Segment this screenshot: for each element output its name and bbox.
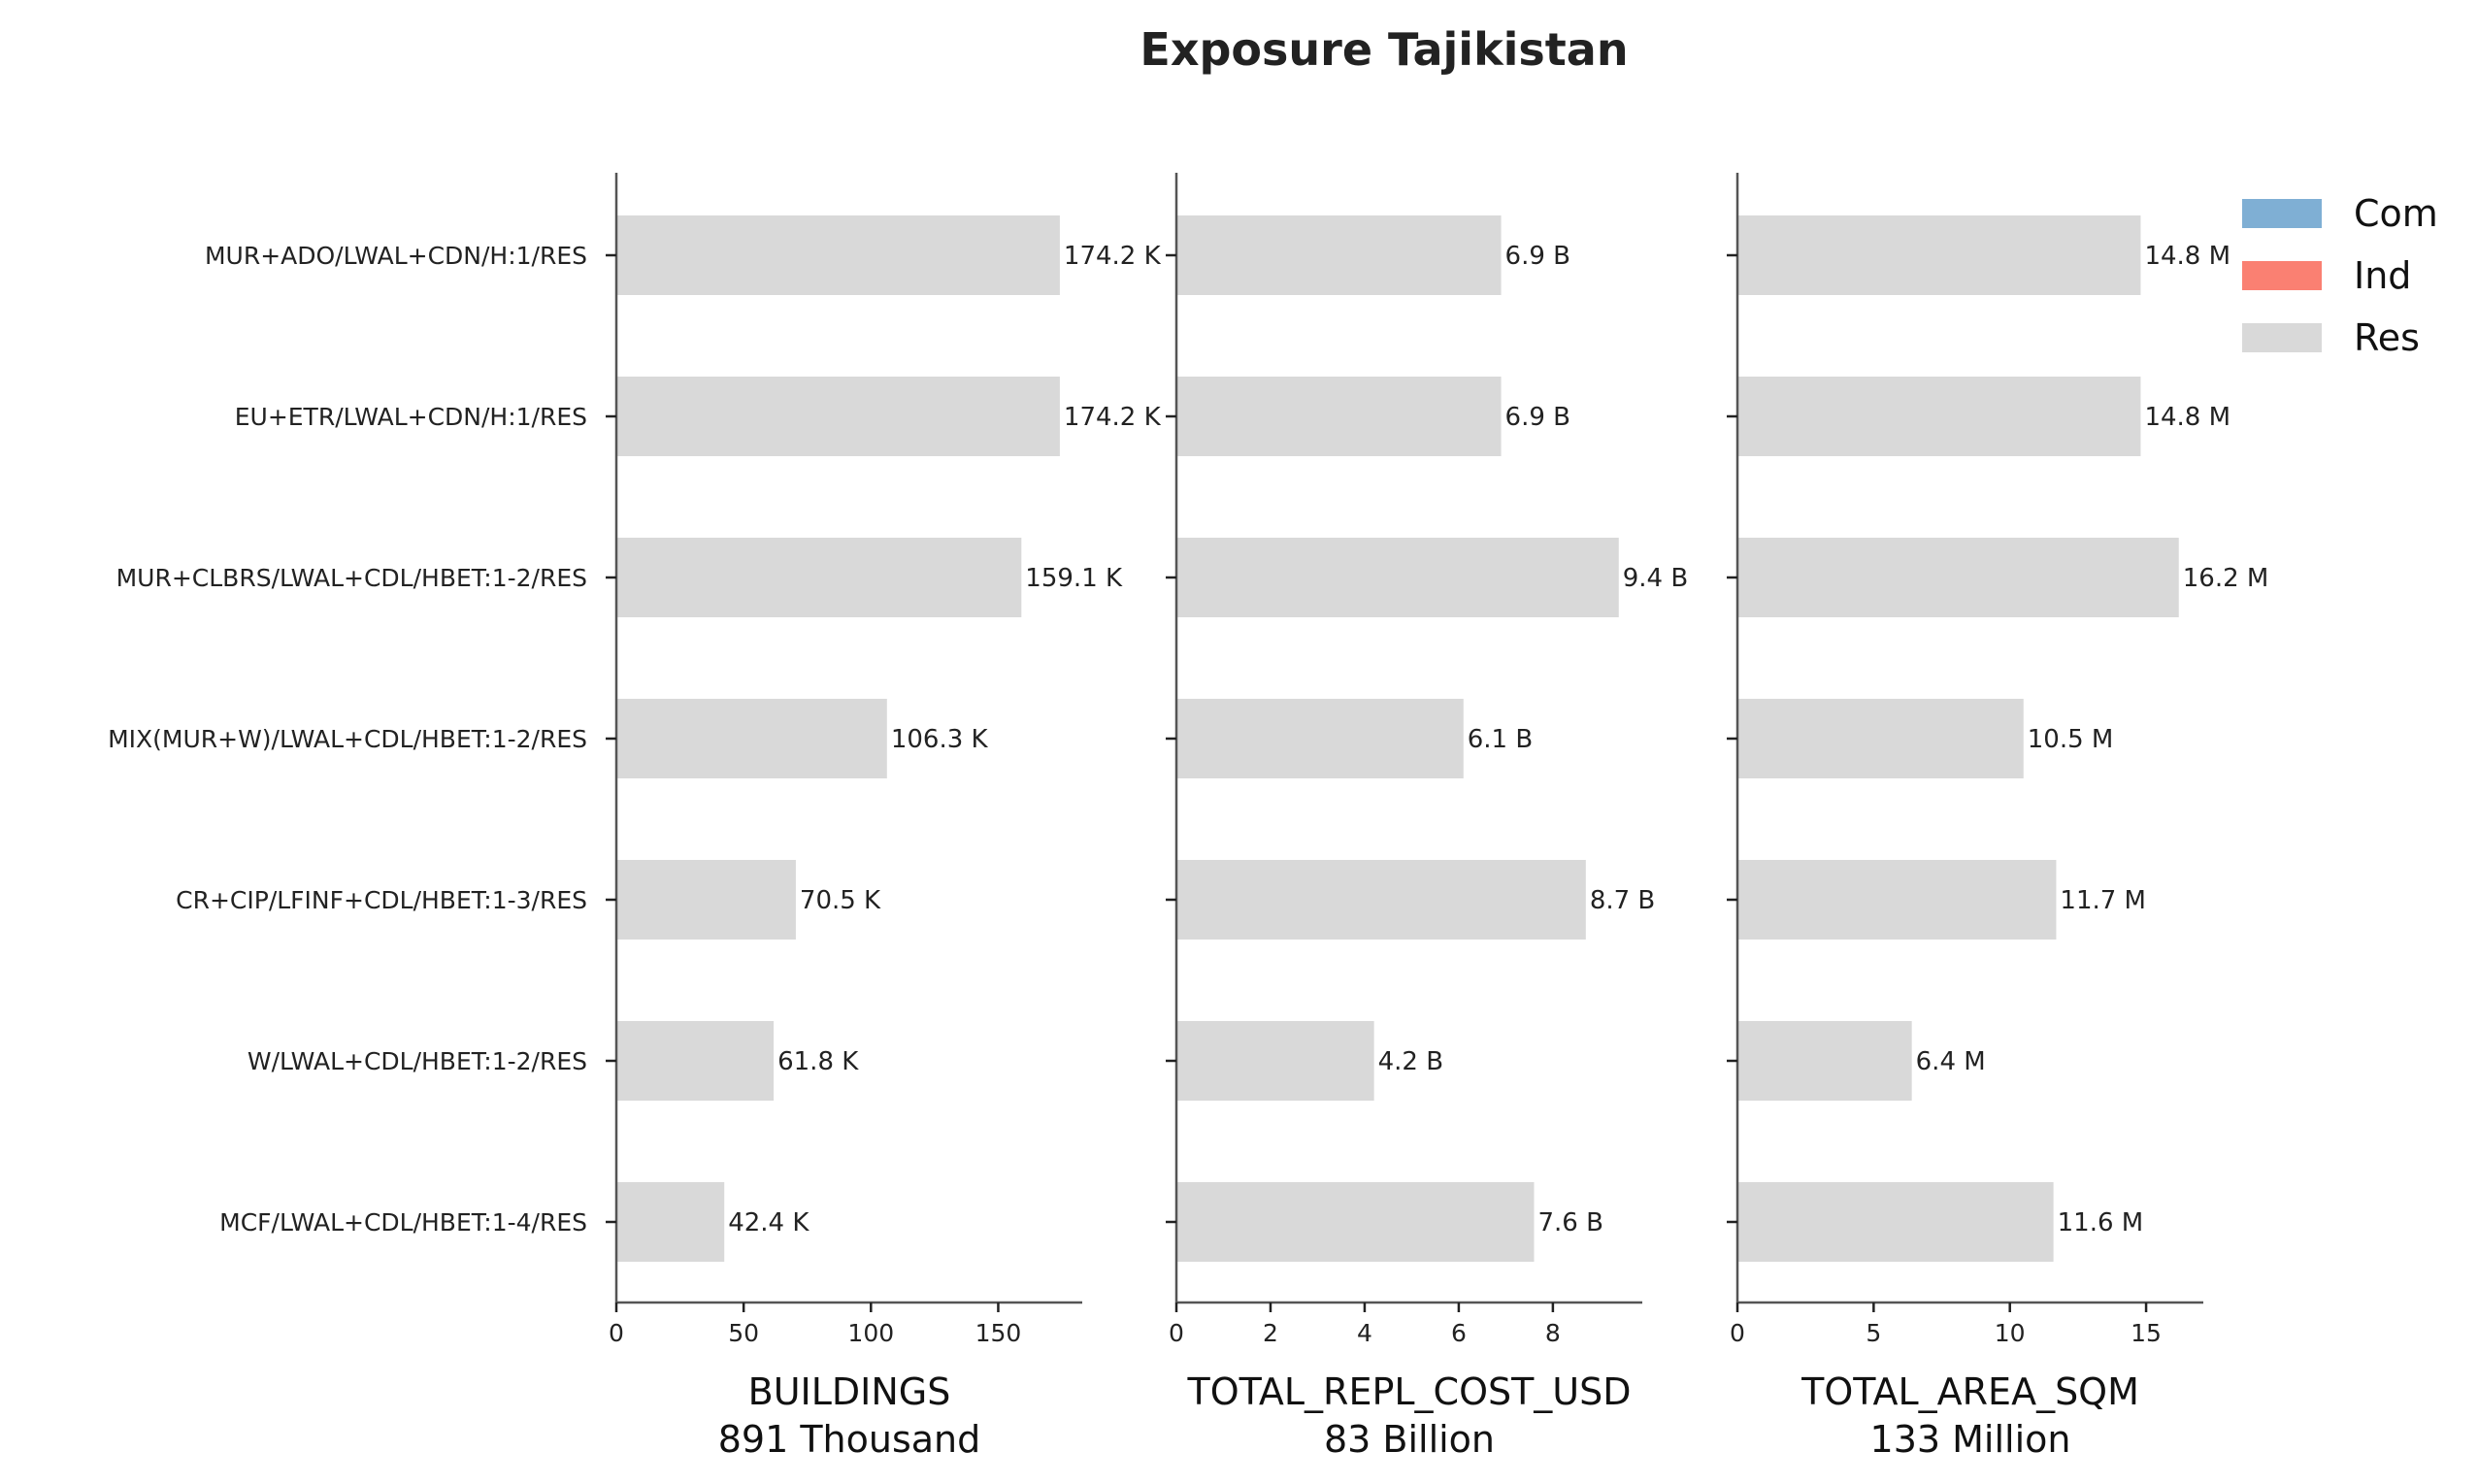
legend-label: Res bbox=[2354, 316, 2420, 359]
bar bbox=[1737, 215, 2141, 295]
panel-2: 14.8 M 14.8 M 16.2 M 10.5 M 11.7 M 6.4 M 11.6 … bbox=[1727, 173, 2268, 1461]
legend-swatch bbox=[2242, 323, 2322, 352]
x-tick-label: 6 bbox=[1451, 1319, 1467, 1347]
chart-legend: Com Ind Res bbox=[2242, 192, 2438, 359]
bar bbox=[616, 1182, 725, 1262]
bar-value-label: 174.2 K bbox=[1064, 242, 1162, 271]
category-label: MIX(MUR+W)/LWAL+CDL/HBET:1-2/RES bbox=[108, 725, 587, 753]
bar-value-label: 14.8 M bbox=[2144, 242, 2230, 271]
bar-value-label: 6.9 B bbox=[1505, 403, 1570, 432]
x-tick-label: 2 bbox=[1263, 1319, 1278, 1347]
x-tick-label: 150 bbox=[975, 1319, 1022, 1347]
chart-title: Exposure Tajikistan bbox=[1140, 23, 1628, 76]
bar bbox=[1737, 860, 2057, 940]
bar-value-label: 14.8 M bbox=[2144, 403, 2230, 432]
x-tick-label: 10 bbox=[1995, 1319, 2026, 1347]
bar bbox=[1737, 1182, 2054, 1262]
bar bbox=[1176, 538, 1619, 617]
bar bbox=[1176, 1182, 1535, 1262]
bar-value-label: 11.6 M bbox=[2058, 1208, 2144, 1237]
bar-value-label: 11.7 M bbox=[2060, 886, 2146, 915]
panel-0: 174.2 K 174.2 K 159.1 K 106.3 K 70.5 K 61.8 K… bbox=[108, 173, 1162, 1461]
bar-value-label: 61.8 K bbox=[777, 1047, 859, 1076]
bar bbox=[1176, 215, 1502, 295]
bar-value-label: 8.7 B bbox=[1590, 886, 1655, 915]
bar-value-label: 70.5 K bbox=[800, 886, 881, 915]
x-axis-title: TOTAL_AREA_SQM bbox=[1801, 1370, 2139, 1413]
category-label: EU+ETR/LWAL+CDN/H:1/RES bbox=[235, 403, 587, 431]
category-label: MCF/LWAL+CDL/HBET:1-4/RES bbox=[219, 1208, 587, 1237]
bar bbox=[616, 377, 1060, 456]
bar-value-label: 16.2 M bbox=[2183, 564, 2269, 593]
legend-swatch bbox=[2242, 261, 2322, 290]
bar bbox=[616, 1021, 775, 1101]
chart-panels: 174.2 K 174.2 K 159.1 K 106.3 K 70.5 K 61.8 K… bbox=[108, 173, 2268, 1461]
bar bbox=[616, 215, 1060, 295]
bar bbox=[616, 860, 796, 940]
bar-value-label: 6.4 M bbox=[1916, 1047, 1986, 1076]
x-tick-label: 100 bbox=[847, 1319, 894, 1347]
category-label: MUR+ADO/LWAL+CDN/H:1/RES bbox=[205, 242, 587, 270]
x-axis-total: 83 Billion bbox=[1324, 1418, 1495, 1461]
x-tick-label: 5 bbox=[1866, 1319, 1881, 1347]
x-axis-total: 891 Thousand bbox=[718, 1418, 981, 1461]
legend-label: Ind bbox=[2354, 254, 2411, 297]
x-tick-label: 8 bbox=[1545, 1319, 1561, 1347]
legend-swatch bbox=[2242, 199, 2322, 228]
bar-value-label: 42.4 K bbox=[728, 1208, 809, 1237]
bar bbox=[1737, 377, 2141, 456]
x-tick-label: 4 bbox=[1357, 1319, 1372, 1347]
category-label: CR+CIP/LFINF+CDL/HBET:1-3/RES bbox=[176, 886, 587, 914]
bar bbox=[1737, 538, 2179, 617]
x-tick-label: 50 bbox=[728, 1319, 759, 1347]
bar-value-label: 9.4 B bbox=[1623, 564, 1688, 593]
category-label: W/LWAL+CDL/HBET:1-2/RES bbox=[248, 1047, 587, 1075]
bar-value-label: 10.5 M bbox=[2028, 725, 2114, 754]
panel-1: 6.9 B 6.9 B 9.4 B 6.1 B 8.7 B 4.2 B 7.6 B 0 2 4 6 8… bbox=[1166, 173, 1688, 1461]
bar bbox=[1176, 1021, 1374, 1101]
x-tick-label: 0 bbox=[1169, 1319, 1184, 1347]
bar-value-label: 159.1 K bbox=[1025, 564, 1123, 593]
bar-value-label: 6.9 B bbox=[1505, 242, 1570, 271]
bar-value-label: 7.6 B bbox=[1537, 1208, 1602, 1237]
bar-value-label: 6.1 B bbox=[1468, 725, 1533, 754]
category-label: MUR+CLBRS/LWAL+CDL/HBET:1-2/RES bbox=[116, 564, 587, 592]
bar bbox=[1737, 699, 2024, 778]
legend-label: Com bbox=[2354, 192, 2438, 235]
bar bbox=[616, 538, 1022, 617]
bar bbox=[1737, 1021, 1912, 1101]
bar-value-label: 4.2 B bbox=[1378, 1047, 1443, 1076]
x-tick-label: 15 bbox=[2131, 1319, 2162, 1347]
x-tick-label: 0 bbox=[1730, 1319, 1745, 1347]
bar-value-label: 106.3 K bbox=[891, 725, 989, 754]
bar-value-label: 174.2 K bbox=[1064, 403, 1162, 432]
bar bbox=[1176, 377, 1502, 456]
bar bbox=[1176, 699, 1464, 778]
bar bbox=[616, 699, 887, 778]
x-axis-title: BUILDINGS bbox=[748, 1370, 951, 1413]
x-tick-label: 0 bbox=[609, 1319, 624, 1347]
bar bbox=[1176, 860, 1586, 940]
x-axis-title: TOTAL_REPL_COST_USD bbox=[1186, 1370, 1631, 1413]
x-axis-total: 133 Million bbox=[1870, 1418, 2071, 1461]
